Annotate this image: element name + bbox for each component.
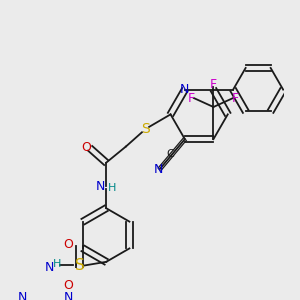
Text: N: N: [96, 180, 106, 193]
Text: H: H: [53, 259, 61, 269]
Text: F: F: [232, 92, 239, 104]
Text: N: N: [64, 291, 74, 300]
Text: S: S: [141, 122, 150, 136]
Text: C: C: [167, 149, 174, 159]
Text: H: H: [108, 183, 117, 193]
Text: S: S: [74, 258, 84, 273]
Text: N: N: [45, 261, 55, 274]
Text: N: N: [180, 83, 190, 96]
Text: N: N: [17, 291, 27, 300]
Text: F: F: [188, 92, 195, 104]
Text: O: O: [64, 238, 74, 251]
Text: O: O: [82, 141, 92, 154]
Text: N: N: [154, 163, 164, 176]
Text: F: F: [210, 78, 217, 91]
Text: O: O: [64, 280, 74, 292]
